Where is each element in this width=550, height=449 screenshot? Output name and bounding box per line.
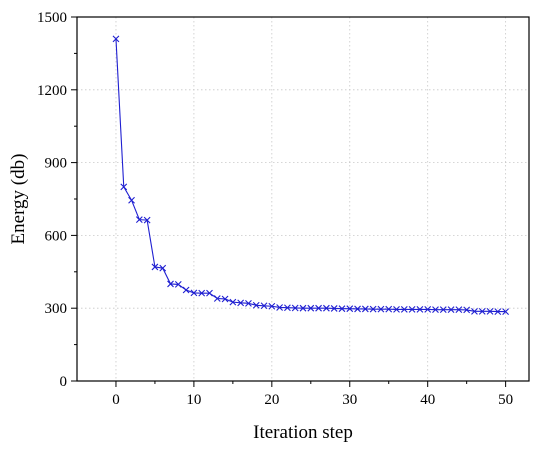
data-point [416,306,424,313]
data-point [354,305,361,313]
data-point [432,306,439,314]
y-tick-label: 600 [45,228,68,244]
data-point [213,295,221,302]
data-point [369,305,377,313]
data-point [260,302,268,310]
data-point [198,289,206,297]
data-point [502,308,510,315]
data-point [447,306,455,314]
data-point [361,305,369,313]
x-tick-label: 50 [498,392,513,408]
data-point [284,304,291,312]
data-point [237,299,245,307]
x-tick-labels: 0 10 20 30 40 50 [112,392,513,408]
data-point [408,306,416,313]
data-point [276,304,284,311]
data-point [494,308,502,315]
data-point [112,35,120,43]
series-line [115,38,506,313]
x-axis-title: Iteration step [253,422,353,443]
data-point [377,305,385,313]
grid-lines [77,16,529,382]
data-point [135,216,143,224]
data-point [400,306,408,313]
data-point [206,289,213,297]
y-tick-label: 900 [45,156,68,172]
axis-ticks [71,16,507,387]
data-point [229,298,237,306]
data-point [159,264,167,272]
data-point [385,305,393,313]
data-point [291,304,299,312]
x-tick-label: 10 [186,392,201,408]
data-point [338,305,346,313]
y-tick-label: 0 [60,374,68,390]
data-point [174,281,182,288]
y-tick-label: 300 [45,301,68,317]
y-tick-label: 1500 [37,10,67,26]
data-point [245,299,252,307]
data-point [346,305,354,313]
data-point [299,304,307,312]
data-point [167,280,174,288]
data-point [455,306,463,314]
x-tick-label: 40 [420,392,435,408]
data-point [478,307,486,315]
data-point [190,289,198,297]
data-point [486,307,494,315]
data-series [112,35,510,315]
data-point [268,302,276,310]
y-tick-labels: 0 300 600 900 1200 1500 [37,10,67,390]
data-point [221,295,229,303]
y-tick-label: 1200 [37,83,67,99]
x-tick-label: 20 [264,392,279,408]
data-point [315,304,322,312]
data-point [252,301,260,309]
data-point [439,306,447,314]
data-point [330,305,338,312]
data-point [182,286,190,294]
data-point [393,306,400,313]
data-point [151,263,159,271]
data-point [471,307,478,315]
x-tick-label: 0 [112,392,120,408]
plot-frame [76,16,530,382]
data-point [463,306,471,314]
y-axis-title: Energy (db) [8,154,29,245]
data-point [307,304,315,312]
data-point [143,216,151,224]
data-point [424,306,432,313]
data-point [120,183,128,191]
x-tick-label: 30 [342,392,357,408]
data-point [322,304,330,312]
data-point [128,196,135,204]
